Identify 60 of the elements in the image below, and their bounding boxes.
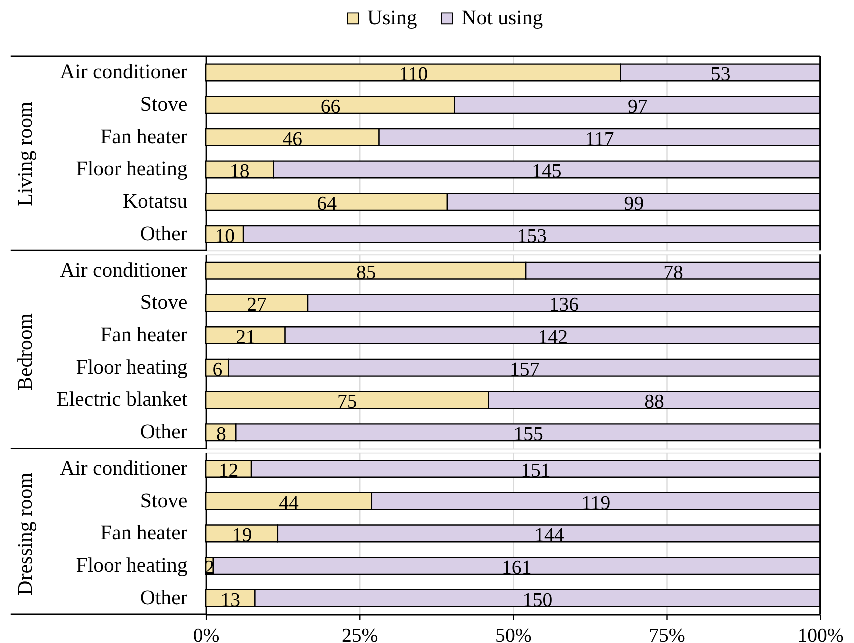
y-tick-label: Other bbox=[140, 420, 188, 444]
annotation: 136 bbox=[549, 294, 580, 316]
annotation: 161 bbox=[502, 556, 532, 579]
annotation: 64 bbox=[317, 193, 338, 216]
annotation: 151 bbox=[521, 460, 551, 482]
y-axis-title: Bedroom bbox=[14, 314, 38, 391]
annotation: 10 bbox=[215, 225, 236, 248]
y-tick-label: Air conditioner bbox=[60, 258, 188, 282]
y-tick-label: Kotatsu bbox=[123, 190, 188, 214]
x-tick-label: 50% bbox=[496, 624, 532, 643]
y-tick-label: Air conditioner bbox=[60, 456, 188, 480]
annotation: 88 bbox=[644, 391, 664, 414]
annotation: 18 bbox=[230, 160, 250, 183]
annotation: 66 bbox=[320, 96, 341, 118]
annotation: 8 bbox=[216, 424, 226, 446]
legend-label: Not using bbox=[462, 6, 544, 30]
y-tick-label: Floor heating bbox=[76, 158, 188, 181]
y-tick-label: Stove bbox=[140, 92, 188, 116]
y-tick-label: Fan heater bbox=[100, 522, 188, 545]
y-tick-label: Other bbox=[140, 586, 188, 610]
annotation: 78 bbox=[664, 262, 684, 284]
y-tick-label: Stove bbox=[140, 489, 188, 512]
annotation: 27 bbox=[247, 294, 268, 316]
annotation: 85 bbox=[356, 262, 376, 284]
y-tick-label: Stove bbox=[140, 291, 188, 314]
annotation: 145 bbox=[532, 160, 562, 183]
y-axis-title: Dressing room bbox=[14, 472, 38, 596]
annotation: 12 bbox=[218, 460, 239, 482]
annotation: 142 bbox=[538, 326, 568, 348]
annotation: 119 bbox=[582, 492, 611, 514]
x-tick-label: 0% bbox=[193, 624, 220, 643]
x-tick-label: 100% bbox=[798, 624, 844, 643]
annotation: 75 bbox=[337, 391, 358, 414]
annotation: 13 bbox=[220, 589, 241, 612]
annotation: 21 bbox=[236, 326, 256, 348]
x-tick-label: 25% bbox=[342, 624, 378, 643]
x-tick-label: 75% bbox=[649, 624, 686, 643]
annotation: 97 bbox=[628, 96, 648, 118]
annotation: 99 bbox=[624, 193, 644, 216]
y-tick-label: Floor heating bbox=[76, 554, 188, 577]
y-tick-label: Floor heating bbox=[76, 356, 188, 379]
annotation: 153 bbox=[517, 225, 548, 248]
annotation: 19 bbox=[232, 524, 252, 547]
annotation: 150 bbox=[522, 589, 553, 612]
annotation: 46 bbox=[282, 128, 303, 150]
annotation: 117 bbox=[585, 128, 614, 150]
annotation: 110 bbox=[399, 64, 428, 86]
y-tick-label: Fan heater bbox=[100, 125, 188, 148]
annotation: 53 bbox=[710, 64, 731, 86]
y-tick-label: Fan heater bbox=[100, 323, 188, 346]
y-tick-label: Electric blanket bbox=[56, 388, 188, 412]
y-tick-label: Other bbox=[140, 222, 188, 246]
annotation: 44 bbox=[279, 492, 299, 514]
y-tick-label: Air conditioner bbox=[60, 60, 188, 84]
annotation: 155 bbox=[514, 424, 544, 446]
y-axis-title: Living room bbox=[14, 102, 38, 206]
annotation: 144 bbox=[534, 524, 564, 547]
legend-label: Using bbox=[368, 6, 418, 30]
annotation: 157 bbox=[510, 358, 540, 381]
annotation: 6 bbox=[212, 358, 223, 381]
